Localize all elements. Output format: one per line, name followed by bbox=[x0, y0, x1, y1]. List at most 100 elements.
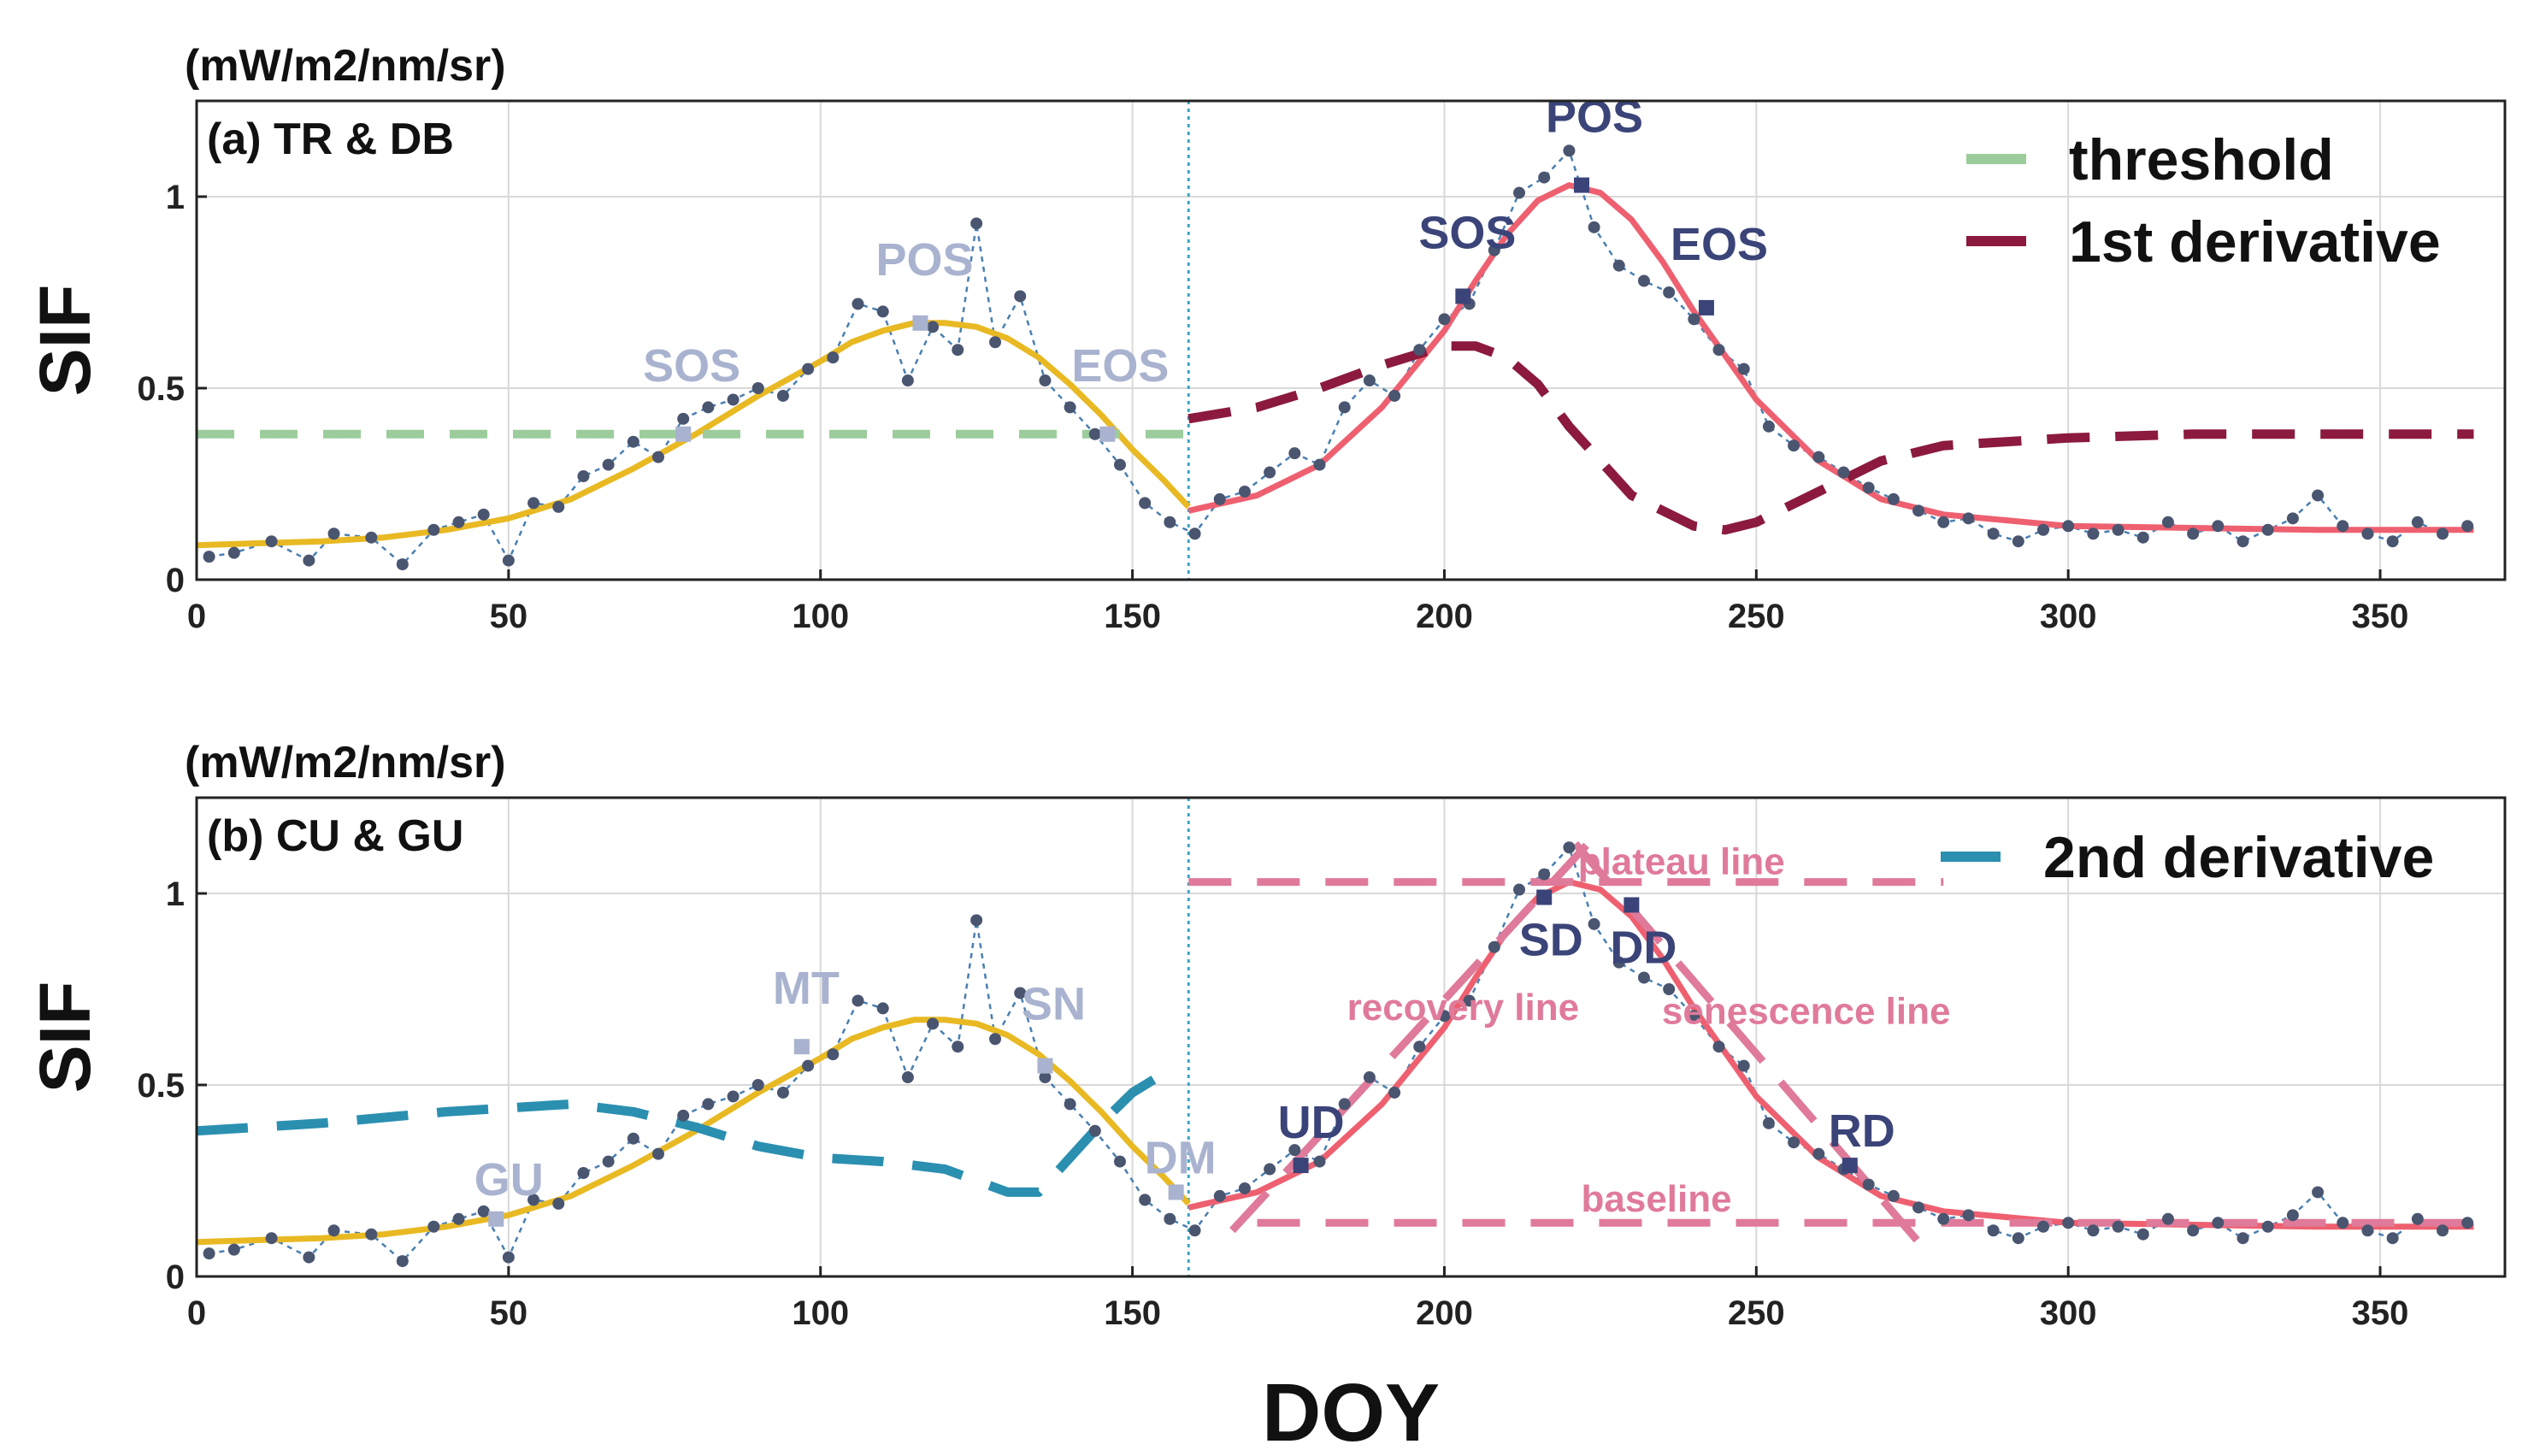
observed-sif-point bbox=[2437, 528, 2449, 540]
observed-sif-point bbox=[1987, 1224, 2000, 1237]
observed-sif-point bbox=[852, 994, 864, 1007]
observed-sif-point bbox=[1088, 427, 1101, 440]
observed-sif-point bbox=[1488, 244, 1500, 256]
marker-gu-label: GU bbox=[474, 1154, 544, 1205]
observed-sif-point bbox=[2212, 1217, 2225, 1229]
observed-sif-point bbox=[265, 535, 278, 548]
observed-sif-point bbox=[2136, 531, 2149, 544]
observed-sif-point bbox=[1388, 1086, 1401, 1099]
baseline-label: baseline bbox=[1582, 1178, 1732, 1220]
recovery-line-label: recovery line bbox=[1347, 987, 1580, 1029]
x-tick-label: 0 bbox=[187, 598, 206, 635]
observed-sif-point bbox=[2112, 523, 2124, 536]
unit-label: (mW/m2/nm/sr) bbox=[185, 738, 506, 787]
observed-sif-point bbox=[1912, 504, 1925, 517]
observed-sif-point bbox=[1313, 1155, 1326, 1168]
observed-sif-point bbox=[477, 508, 490, 521]
observed-sif-point bbox=[2012, 1232, 2024, 1245]
marker-sn-label: SN bbox=[1022, 979, 1086, 1030]
observed-sif-point bbox=[2361, 528, 2374, 540]
observed-sif-point bbox=[627, 435, 639, 448]
marker-sos-point bbox=[675, 426, 692, 442]
observed-sif-point bbox=[2236, 1232, 2249, 1245]
legend-entry-label: threshold bbox=[2069, 127, 2334, 192]
observed-sif-point bbox=[577, 1167, 590, 1180]
panel-label: (b) CU & GU bbox=[207, 811, 463, 861]
y-tick-label: 1 bbox=[166, 875, 185, 913]
observed-sif-point bbox=[2261, 1220, 2274, 1233]
observed-sif-point bbox=[1762, 1117, 1775, 1129]
y-tick-label: 1 bbox=[166, 179, 185, 216]
observed-sif-point bbox=[1563, 841, 1576, 854]
series-fit-season2-line bbox=[1187, 879, 2474, 1230]
observed-sif-point bbox=[652, 1147, 664, 1160]
marker-dm-label: DM bbox=[1145, 1132, 1217, 1183]
observed-sif-point bbox=[265, 1232, 278, 1245]
observed-sif-point bbox=[1612, 259, 1625, 272]
observed-sif-point bbox=[2312, 489, 2325, 502]
observed-sif-point bbox=[1637, 274, 1650, 287]
observed-sif-point bbox=[1538, 868, 1551, 881]
observed-sif-point bbox=[427, 523, 440, 536]
x-tick-label: 350 bbox=[2352, 598, 2409, 635]
observed-sif-point bbox=[2337, 520, 2349, 533]
observed-sif-point bbox=[827, 351, 840, 364]
observed-sif-point bbox=[502, 554, 515, 567]
marker-sos-label: SOS bbox=[1418, 207, 1516, 258]
observed-sif-point bbox=[1039, 1071, 1052, 1084]
observed-sif-point bbox=[1812, 1147, 1825, 1160]
series-recovery-line-line bbox=[1229, 840, 1591, 1234]
observed-sif-point bbox=[751, 1079, 764, 1091]
observed-sif-point bbox=[1114, 1155, 1126, 1168]
observed-sif-point bbox=[989, 336, 1002, 349]
observed-sif-point bbox=[365, 1228, 378, 1241]
panel-label: (a) TR & DB bbox=[207, 115, 454, 164]
marker-mt-point bbox=[793, 1039, 810, 1055]
observed-sif-point bbox=[2236, 535, 2249, 548]
plateau-line-label: plateau line bbox=[1578, 841, 1785, 883]
marker-pos-label: POS bbox=[1546, 91, 1643, 143]
observed-sif-point bbox=[303, 554, 315, 567]
observed-sif-point bbox=[901, 1071, 914, 1084]
observed-sif-point bbox=[2187, 528, 2200, 540]
observed-sif-point bbox=[1513, 186, 1526, 199]
x-axis-title: DOY bbox=[1262, 1367, 1440, 1456]
observed-sif-point bbox=[1612, 956, 1625, 969]
observed-sif-point bbox=[502, 1251, 515, 1264]
observed-sif-point bbox=[802, 1059, 815, 1072]
observed-sif-point bbox=[365, 531, 378, 544]
y-tick-label: 0.5 bbox=[137, 370, 185, 408]
observed-sif-point bbox=[1139, 1194, 1152, 1206]
observed-sif-point bbox=[1363, 374, 1376, 387]
observed-sif-point bbox=[1588, 221, 1600, 233]
observed-sif-point bbox=[2136, 1228, 2149, 1241]
observed-sif-point bbox=[1014, 290, 1027, 303]
observed-sif-point bbox=[1513, 883, 1526, 896]
observed-sif-point bbox=[1264, 466, 1276, 479]
marker-pos-label: POS bbox=[875, 234, 973, 286]
observed-sif-point bbox=[1438, 313, 1451, 326]
unit-label: (mW/m2/nm/sr) bbox=[185, 41, 506, 91]
observed-sif-point bbox=[2286, 512, 2299, 525]
observed-sif-point bbox=[2012, 535, 2024, 548]
observed-sif-point bbox=[1139, 497, 1152, 510]
observed-sif-point bbox=[677, 412, 690, 425]
observed-sif-point bbox=[1688, 313, 1700, 326]
marker-pos-point bbox=[912, 315, 928, 331]
x-tick-label: 200 bbox=[1416, 598, 1473, 635]
marker-sd-point bbox=[1536, 889, 1553, 905]
observed-sif-point bbox=[2087, 528, 2100, 540]
observed-sif-point bbox=[727, 393, 740, 406]
observed-sif-point bbox=[751, 382, 764, 394]
marker-pos-point bbox=[1574, 177, 1589, 193]
observed-sif-point bbox=[2411, 1212, 2424, 1225]
observed-sif-point bbox=[677, 1109, 690, 1122]
observed-sif-point bbox=[1862, 481, 1875, 494]
observed-sif-point bbox=[396, 1255, 409, 1268]
observed-sif-point bbox=[2212, 520, 2225, 533]
observed-sif-point bbox=[1737, 363, 1750, 375]
observed-sif-point bbox=[2062, 1217, 2075, 1229]
observed-sif-point bbox=[1637, 971, 1650, 984]
observed-sif-point bbox=[1413, 1040, 1426, 1053]
